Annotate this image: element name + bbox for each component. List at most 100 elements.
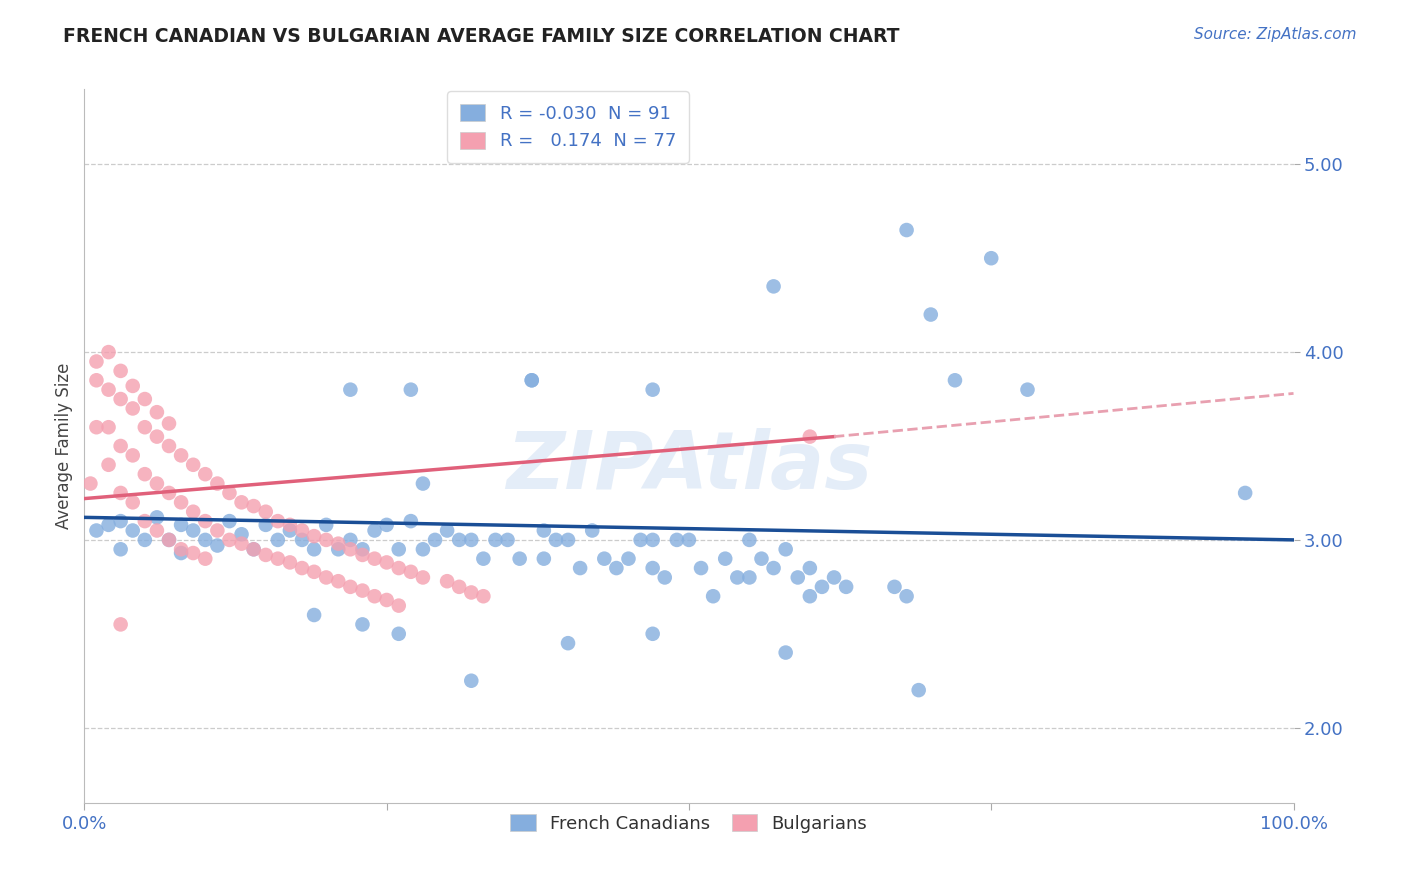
Point: [883, 580, 905, 594]
Point: [134, 467, 156, 482]
Point: [1017, 383, 1039, 397]
Point: [134, 533, 156, 547]
Point: [751, 551, 773, 566]
Point: [907, 683, 929, 698]
Point: [218, 533, 240, 547]
Point: [134, 392, 156, 406]
Point: [363, 551, 385, 566]
Point: [170, 546, 193, 560]
Point: [725, 570, 748, 584]
Point: [460, 585, 482, 599]
Point: [181, 458, 204, 472]
Point: [157, 486, 180, 500]
Point: [86, 354, 108, 368]
Point: [339, 533, 361, 547]
Point: [86, 420, 108, 434]
Point: [231, 495, 253, 509]
Text: ZIPAtlas: ZIPAtlas: [506, 428, 872, 507]
Point: [678, 533, 700, 547]
Point: [544, 533, 567, 547]
Point: [110, 542, 132, 557]
Point: [581, 524, 603, 538]
Point: [267, 551, 290, 566]
Point: [738, 570, 761, 584]
Point: [1234, 486, 1257, 500]
Point: [520, 373, 543, 387]
Point: [86, 524, 108, 538]
Point: [896, 223, 918, 237]
Point: [267, 514, 290, 528]
Point: [170, 449, 193, 463]
Point: [207, 524, 229, 538]
Point: [181, 524, 204, 538]
Point: [460, 533, 482, 547]
Point: [714, 551, 737, 566]
Point: [170, 517, 193, 532]
Point: [823, 570, 845, 584]
Point: [302, 529, 325, 543]
Point: [762, 561, 785, 575]
Point: [943, 373, 966, 387]
Point: [630, 533, 652, 547]
Point: [86, 373, 108, 387]
Point: [702, 589, 724, 603]
Point: [157, 533, 180, 547]
Point: [496, 533, 519, 547]
Point: [218, 514, 240, 528]
Point: [157, 533, 180, 547]
Point: [436, 574, 458, 589]
Point: [110, 364, 132, 378]
Point: [254, 548, 277, 562]
Point: [146, 510, 169, 524]
Point: [181, 546, 204, 560]
Point: [799, 561, 821, 575]
Point: [533, 551, 555, 566]
Point: [121, 379, 143, 393]
Point: [110, 439, 132, 453]
Point: [352, 548, 374, 562]
Point: [412, 570, 434, 584]
Point: [449, 580, 471, 594]
Point: [472, 589, 495, 603]
Point: [412, 476, 434, 491]
Point: [134, 420, 156, 434]
Point: [690, 561, 713, 575]
Point: [786, 570, 808, 584]
Point: [363, 589, 385, 603]
Point: [436, 524, 458, 538]
Point: [762, 279, 785, 293]
Point: [254, 517, 277, 532]
Point: [207, 539, 229, 553]
Point: [110, 392, 132, 406]
Point: [617, 551, 640, 566]
Point: [194, 551, 217, 566]
Point: [472, 551, 495, 566]
Point: [799, 589, 821, 603]
Point: [339, 383, 361, 397]
Point: [315, 517, 337, 532]
Point: [97, 458, 120, 472]
Point: [654, 570, 676, 584]
Point: [328, 536, 350, 550]
Point: [557, 533, 579, 547]
Point: [412, 542, 434, 557]
Point: [569, 561, 592, 575]
Point: [920, 308, 942, 322]
Point: [352, 542, 374, 557]
Point: [605, 561, 627, 575]
Point: [242, 542, 264, 557]
Point: [121, 495, 143, 509]
Point: [181, 505, 204, 519]
Point: [533, 524, 555, 538]
Point: [291, 561, 314, 575]
Point: [97, 517, 120, 532]
Point: [291, 533, 314, 547]
Point: [520, 373, 543, 387]
Point: [980, 251, 1002, 265]
Point: [352, 583, 374, 598]
Point: [388, 542, 411, 557]
Point: [231, 527, 253, 541]
Point: [509, 551, 531, 566]
Point: [79, 476, 101, 491]
Point: [302, 542, 325, 557]
